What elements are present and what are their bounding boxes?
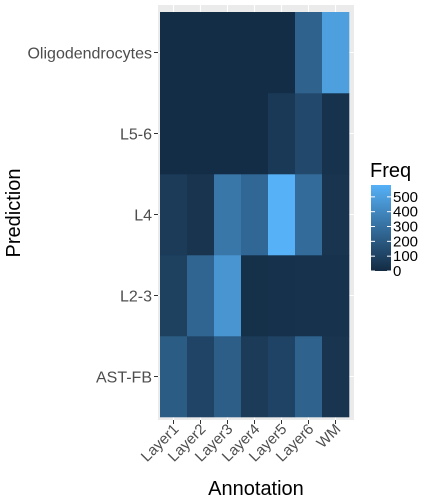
heatmap-cell: [214, 12, 242, 94]
heatmap-cell: [241, 336, 269, 418]
heatmap-cell: [268, 336, 296, 418]
legend-tick-label: 0: [393, 263, 401, 280]
heatmap-cell: [322, 336, 350, 418]
heatmap-cells: [160, 12, 350, 418]
y-tick-labels: AST-FB L2-3 L4 L5-6 Oligodendrocytes: [27, 46, 158, 387]
heatmap-cell: [187, 12, 215, 94]
y-tick-label: L5-6: [120, 127, 152, 144]
heatmap-cell: [214, 174, 242, 256]
heatmap-cell: [187, 93, 215, 175]
y-tick-label: Oligodendrocytes: [27, 46, 152, 63]
y-axis-title: Prediction: [3, 169, 25, 258]
legend-colorbar: [371, 185, 391, 271]
heatmap-cell: [160, 93, 188, 175]
legend-tick-label: 200: [393, 233, 418, 250]
legend-tick-label: 400: [393, 204, 418, 221]
legend-tick-label: 300: [393, 219, 418, 236]
heatmap-cell: [268, 255, 296, 337]
heatmap-cell: [241, 12, 269, 94]
heatmap-cell: [214, 93, 242, 175]
legend-tick-label: 500: [393, 189, 418, 206]
y-tick-label: AST-FB: [96, 370, 152, 387]
heatmap-cell: [187, 174, 215, 256]
heatmap-cell: [268, 174, 296, 256]
y-tick-label: L2-3: [120, 289, 152, 306]
heatmap-cell: [160, 255, 188, 337]
legend-tick-label: 100: [393, 248, 418, 265]
heatmap-cell: [322, 174, 350, 256]
heatmap-cell: [241, 174, 269, 256]
heatmap-cell: [241, 93, 269, 175]
heatmap-cell: [268, 93, 296, 175]
heatmap-cell: [295, 174, 323, 256]
heatmap-cell: [187, 255, 215, 337]
x-axis-title: Annotation: [208, 478, 304, 500]
heatmap-cell: [295, 93, 323, 175]
heatmap-cell: [160, 12, 188, 94]
heatmap-cell: [322, 12, 350, 94]
heatmap-cell: [214, 336, 242, 418]
y-tick-label: L4: [134, 208, 152, 225]
heatmap-cell: [187, 336, 215, 418]
heatmap-cell: [322, 255, 350, 337]
heatmap-cell: [322, 93, 350, 175]
heatmap-cell: [268, 12, 296, 94]
heatmap-cell: [295, 255, 323, 337]
heatmap-cell: [295, 12, 323, 94]
heatmap-cell: [160, 336, 188, 418]
legend-title: Freq: [370, 160, 411, 182]
x-tick-label: WM: [313, 421, 344, 452]
heatmap-cell: [241, 255, 269, 337]
heatmap-cell: [295, 336, 323, 418]
heatmap-cell: [160, 174, 188, 256]
heatmap-cell: [214, 255, 242, 337]
